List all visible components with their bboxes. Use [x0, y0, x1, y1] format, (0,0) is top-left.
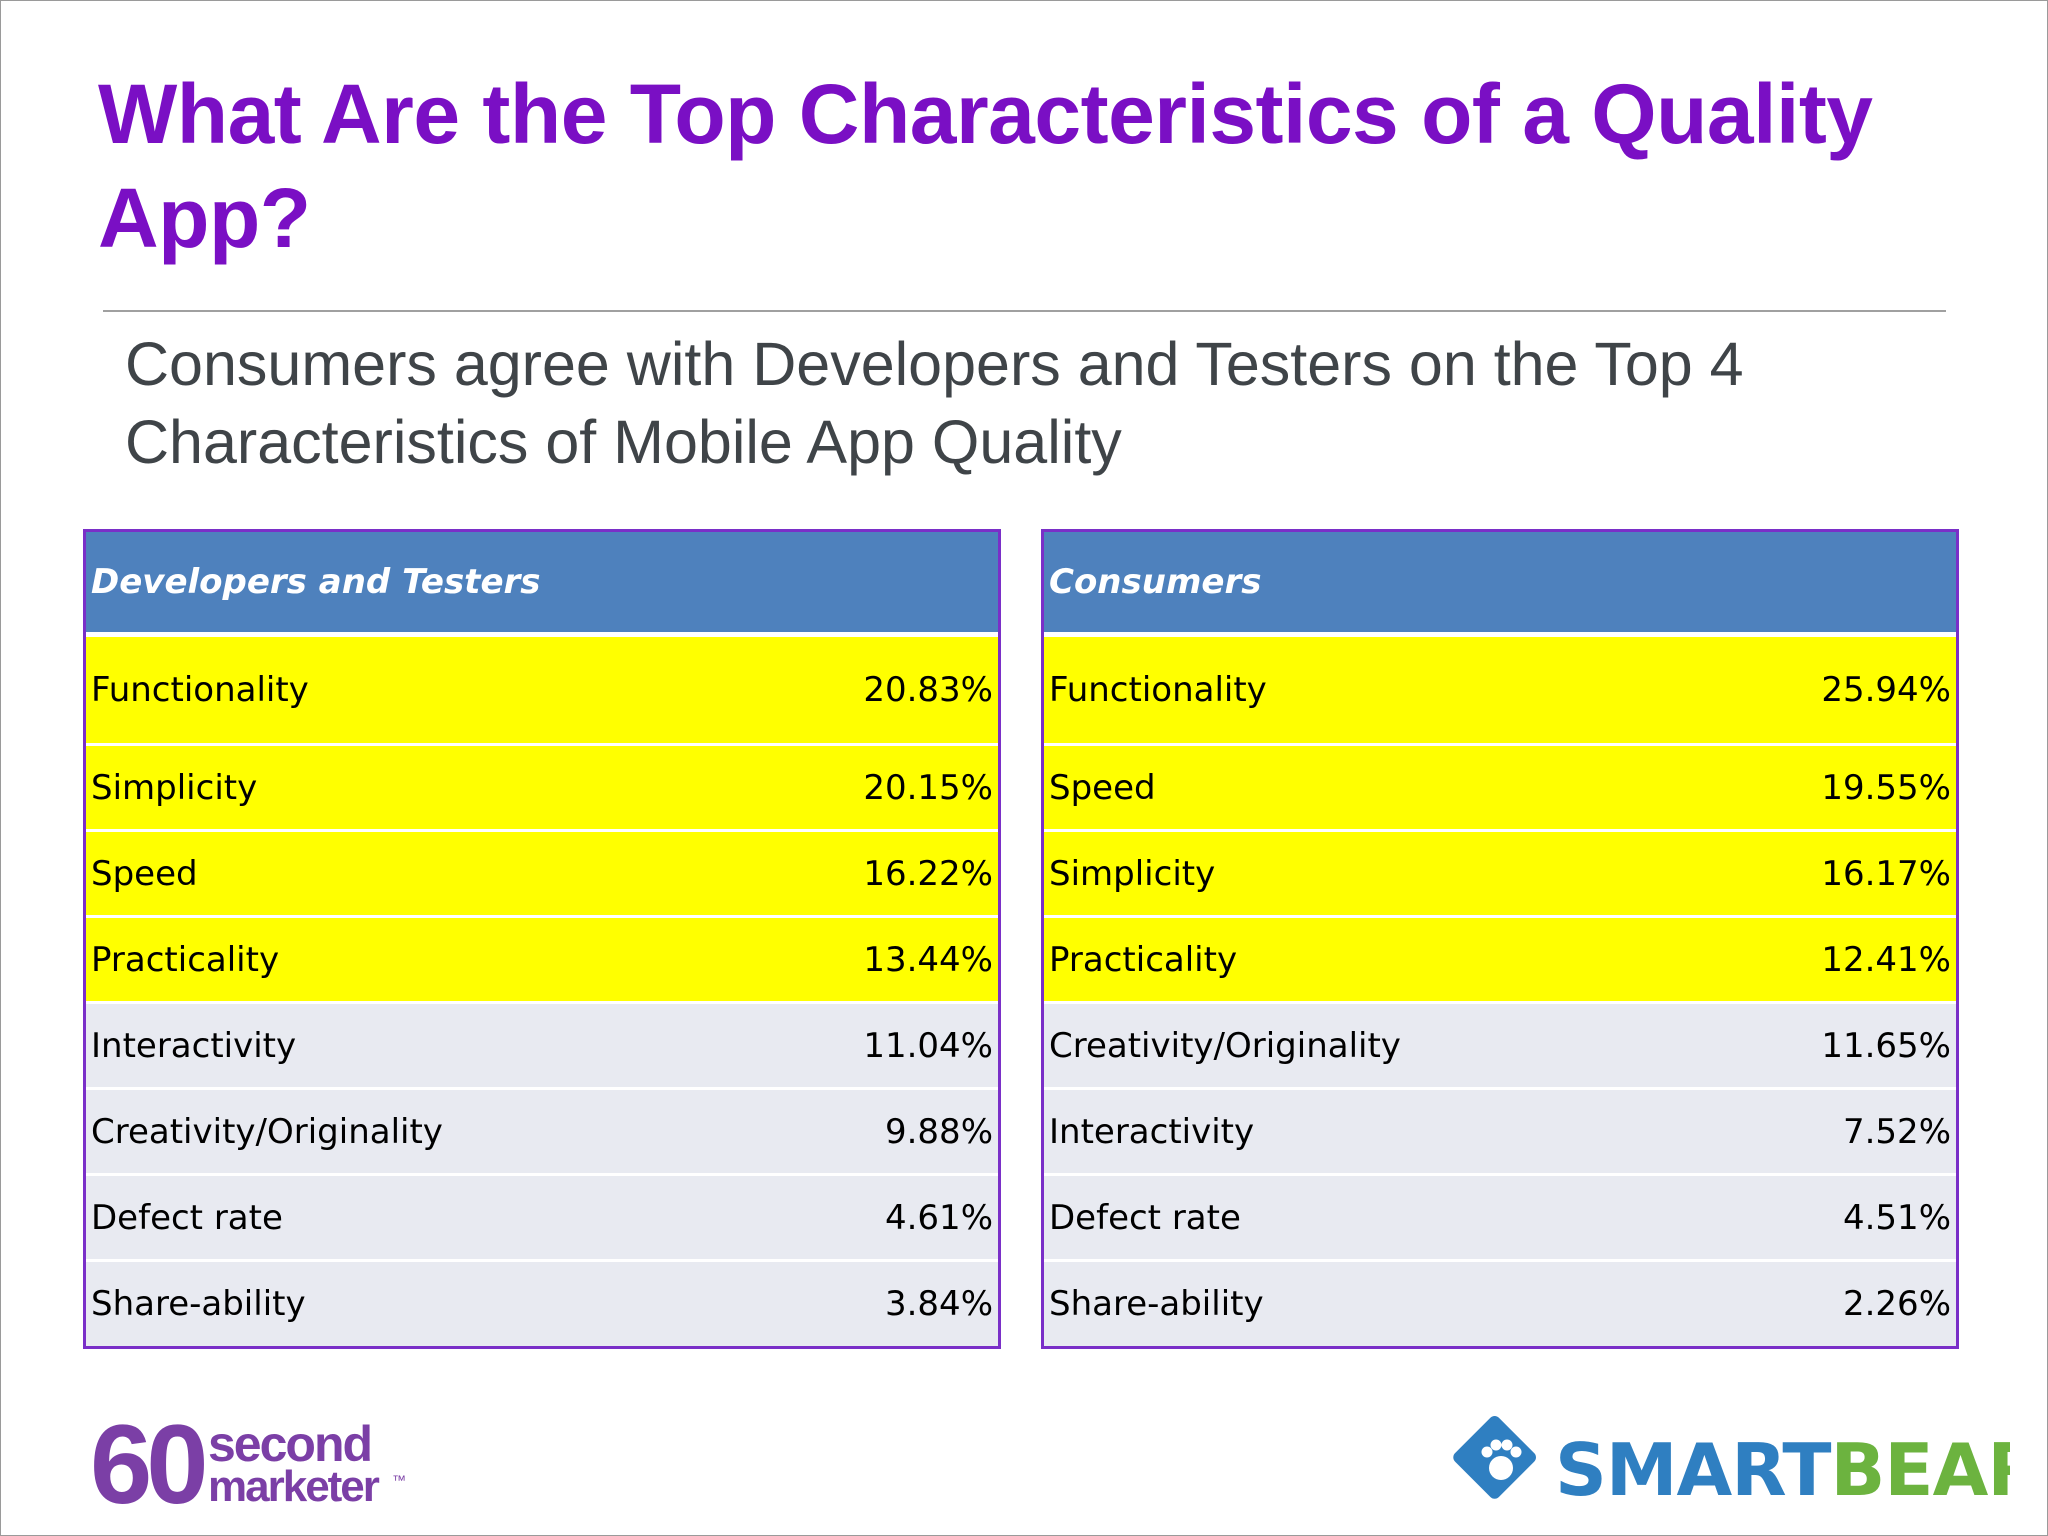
- row-label: Interactivity: [1049, 1111, 1255, 1152]
- row-label: Share-ability: [91, 1284, 306, 1324]
- table-consumers: Consumers Functionality 25.94% Speed 19.55%…: [1041, 529, 1959, 1349]
- table-row: Creativity/Originality 11.65%: [1044, 1004, 1956, 1090]
- table-row: Functionality 20.83%: [86, 637, 998, 746]
- title-divider: [103, 310, 1946, 312]
- paw-diamond-icon: [1453, 1416, 1536, 1499]
- table-row: Practicality 12.41%: [1044, 918, 1956, 1004]
- svg-text:SMARTBEAR: SMARTBEAR: [1555, 1428, 2010, 1510]
- table-row: Speed 16.22%: [86, 832, 998, 918]
- row-label: Creativity/Originality: [1049, 1025, 1401, 1066]
- row-label: Simplicity: [91, 767, 258, 808]
- table-row: Share-ability 3.84%: [86, 1262, 998, 1346]
- logo-line1: second: [208, 1416, 371, 1472]
- table-row: Defect rate 4.61%: [86, 1176, 998, 1262]
- row-label: Interactivity: [91, 1025, 297, 1066]
- logo-word-smart: SMART: [1555, 1428, 1831, 1510]
- row-label: Defect rate: [1049, 1197, 1241, 1238]
- row-value: 16.17%: [1821, 853, 1951, 894]
- table-row: Simplicity 16.17%: [1044, 832, 1956, 918]
- table-header: Consumers: [1044, 532, 1956, 637]
- sixty-second-marketer-logo: 60 second marketer ™: [90, 1405, 406, 1515]
- row-value: 4.61%: [884, 1197, 993, 1238]
- row-value: 12.41%: [1821, 939, 1951, 980]
- row-value: 3.84%: [884, 1284, 993, 1324]
- logo-line2: marketer: [208, 1462, 380, 1511]
- table-row: Creativity/Originality 9.88%: [86, 1090, 998, 1176]
- slide-title: What Are the Top Characteristics of a Qu…: [98, 67, 1873, 265]
- table-header-label: Developers and Testers: [91, 562, 541, 602]
- row-value: 4.51%: [1842, 1197, 1951, 1238]
- table-header: Developers and Testers: [86, 532, 998, 637]
- row-label: Practicality: [91, 939, 280, 980]
- row-label: Functionality: [91, 670, 309, 710]
- row-value: 16.22%: [863, 853, 993, 894]
- table-row: Simplicity 20.15%: [86, 746, 998, 832]
- row-value: 25.94%: [1821, 670, 1951, 710]
- row-value: 2.26%: [1842, 1284, 1951, 1324]
- table-row: Speed 19.55%: [1044, 746, 1956, 832]
- row-value: 9.88%: [884, 1111, 993, 1152]
- row-label: Practicality: [1049, 939, 1238, 980]
- row-label: Speed: [1049, 767, 1156, 808]
- row-label: Simplicity: [1049, 853, 1216, 894]
- row-label: Share-ability: [1049, 1284, 1264, 1324]
- table-developers-testers: Developers and Testers Functionality 20.8…: [83, 529, 1001, 1349]
- row-value: 19.55%: [1821, 767, 1951, 808]
- table-body: Functionality 20.83% Simplicity 20.15% Speed…: [86, 637, 998, 1346]
- logo-trademark: ™: [392, 1472, 406, 1488]
- row-value: 13.44%: [863, 939, 993, 980]
- row-label: Speed: [91, 853, 198, 894]
- logo-number: 60: [90, 1405, 204, 1515]
- table-row: Defect rate 4.51%: [1044, 1176, 1956, 1262]
- table-body: Functionality 25.94% Speed 19.55% Simplicity…: [1044, 637, 1956, 1346]
- row-value: 11.04%: [863, 1025, 993, 1066]
- row-value: 11.65%: [1821, 1025, 1951, 1066]
- logo-word-bear: BEAR: [1831, 1428, 2010, 1510]
- table-row: Functionality 25.94%: [1044, 637, 1956, 746]
- smartbear-logo: SMARTBEAR: [1453, 1416, 2010, 1510]
- table-row: Share-ability 2.26%: [1044, 1262, 1956, 1346]
- row-value: 20.83%: [863, 670, 993, 710]
- row-value: 7.52%: [1842, 1111, 1951, 1152]
- table-header-label: Consumers: [1049, 562, 1262, 602]
- table-row: Interactivity 11.04%: [86, 1004, 998, 1090]
- row-label: Defect rate: [91, 1197, 283, 1238]
- table-row: Practicality 13.44%: [86, 918, 998, 1004]
- table-row: Interactivity 7.52%: [1044, 1090, 1956, 1176]
- row-label: Functionality: [1049, 670, 1267, 710]
- row-value: 20.15%: [863, 767, 993, 808]
- row-label: Creativity/Originality: [91, 1111, 443, 1152]
- slide-subtitle: Consumers agree with Developers and Test…: [125, 330, 1744, 476]
